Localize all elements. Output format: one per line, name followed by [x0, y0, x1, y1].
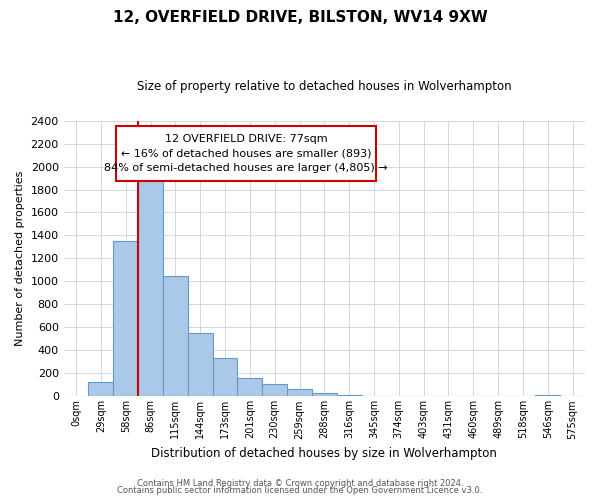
- Bar: [113, 241, 138, 396]
- Text: 12 OVERFIELD DRIVE: 77sqm: 12 OVERFIELD DRIVE: 77sqm: [165, 134, 328, 144]
- Bar: [287, 390, 312, 396]
- Bar: [163, 276, 188, 396]
- Bar: [188, 333, 212, 396]
- Text: 84% of semi-detached houses are larger (4,805) →: 84% of semi-detached houses are larger (…: [104, 163, 388, 173]
- X-axis label: Distribution of detached houses by size in Wolverhampton: Distribution of detached houses by size …: [151, 447, 497, 460]
- FancyBboxPatch shape: [116, 126, 376, 181]
- Y-axis label: Number of detached properties: Number of detached properties: [15, 171, 25, 346]
- Bar: [238, 378, 262, 396]
- Bar: [88, 382, 113, 396]
- Bar: [212, 358, 238, 397]
- Text: Contains HM Land Registry data © Crown copyright and database right 2024.: Contains HM Land Registry data © Crown c…: [137, 478, 463, 488]
- Bar: [312, 393, 337, 396]
- Text: 12, OVERFIELD DRIVE, BILSTON, WV14 9XW: 12, OVERFIELD DRIVE, BILSTON, WV14 9XW: [113, 10, 487, 25]
- Title: Size of property relative to detached houses in Wolverhampton: Size of property relative to detached ho…: [137, 80, 512, 93]
- Bar: [337, 395, 362, 396]
- Bar: [535, 395, 560, 396]
- Text: ← 16% of detached houses are smaller (893): ← 16% of detached houses are smaller (89…: [121, 148, 371, 158]
- Bar: [138, 179, 163, 396]
- Text: Contains public sector information licensed under the Open Government Licence v3: Contains public sector information licen…: [118, 486, 482, 495]
- Bar: [262, 384, 287, 396]
